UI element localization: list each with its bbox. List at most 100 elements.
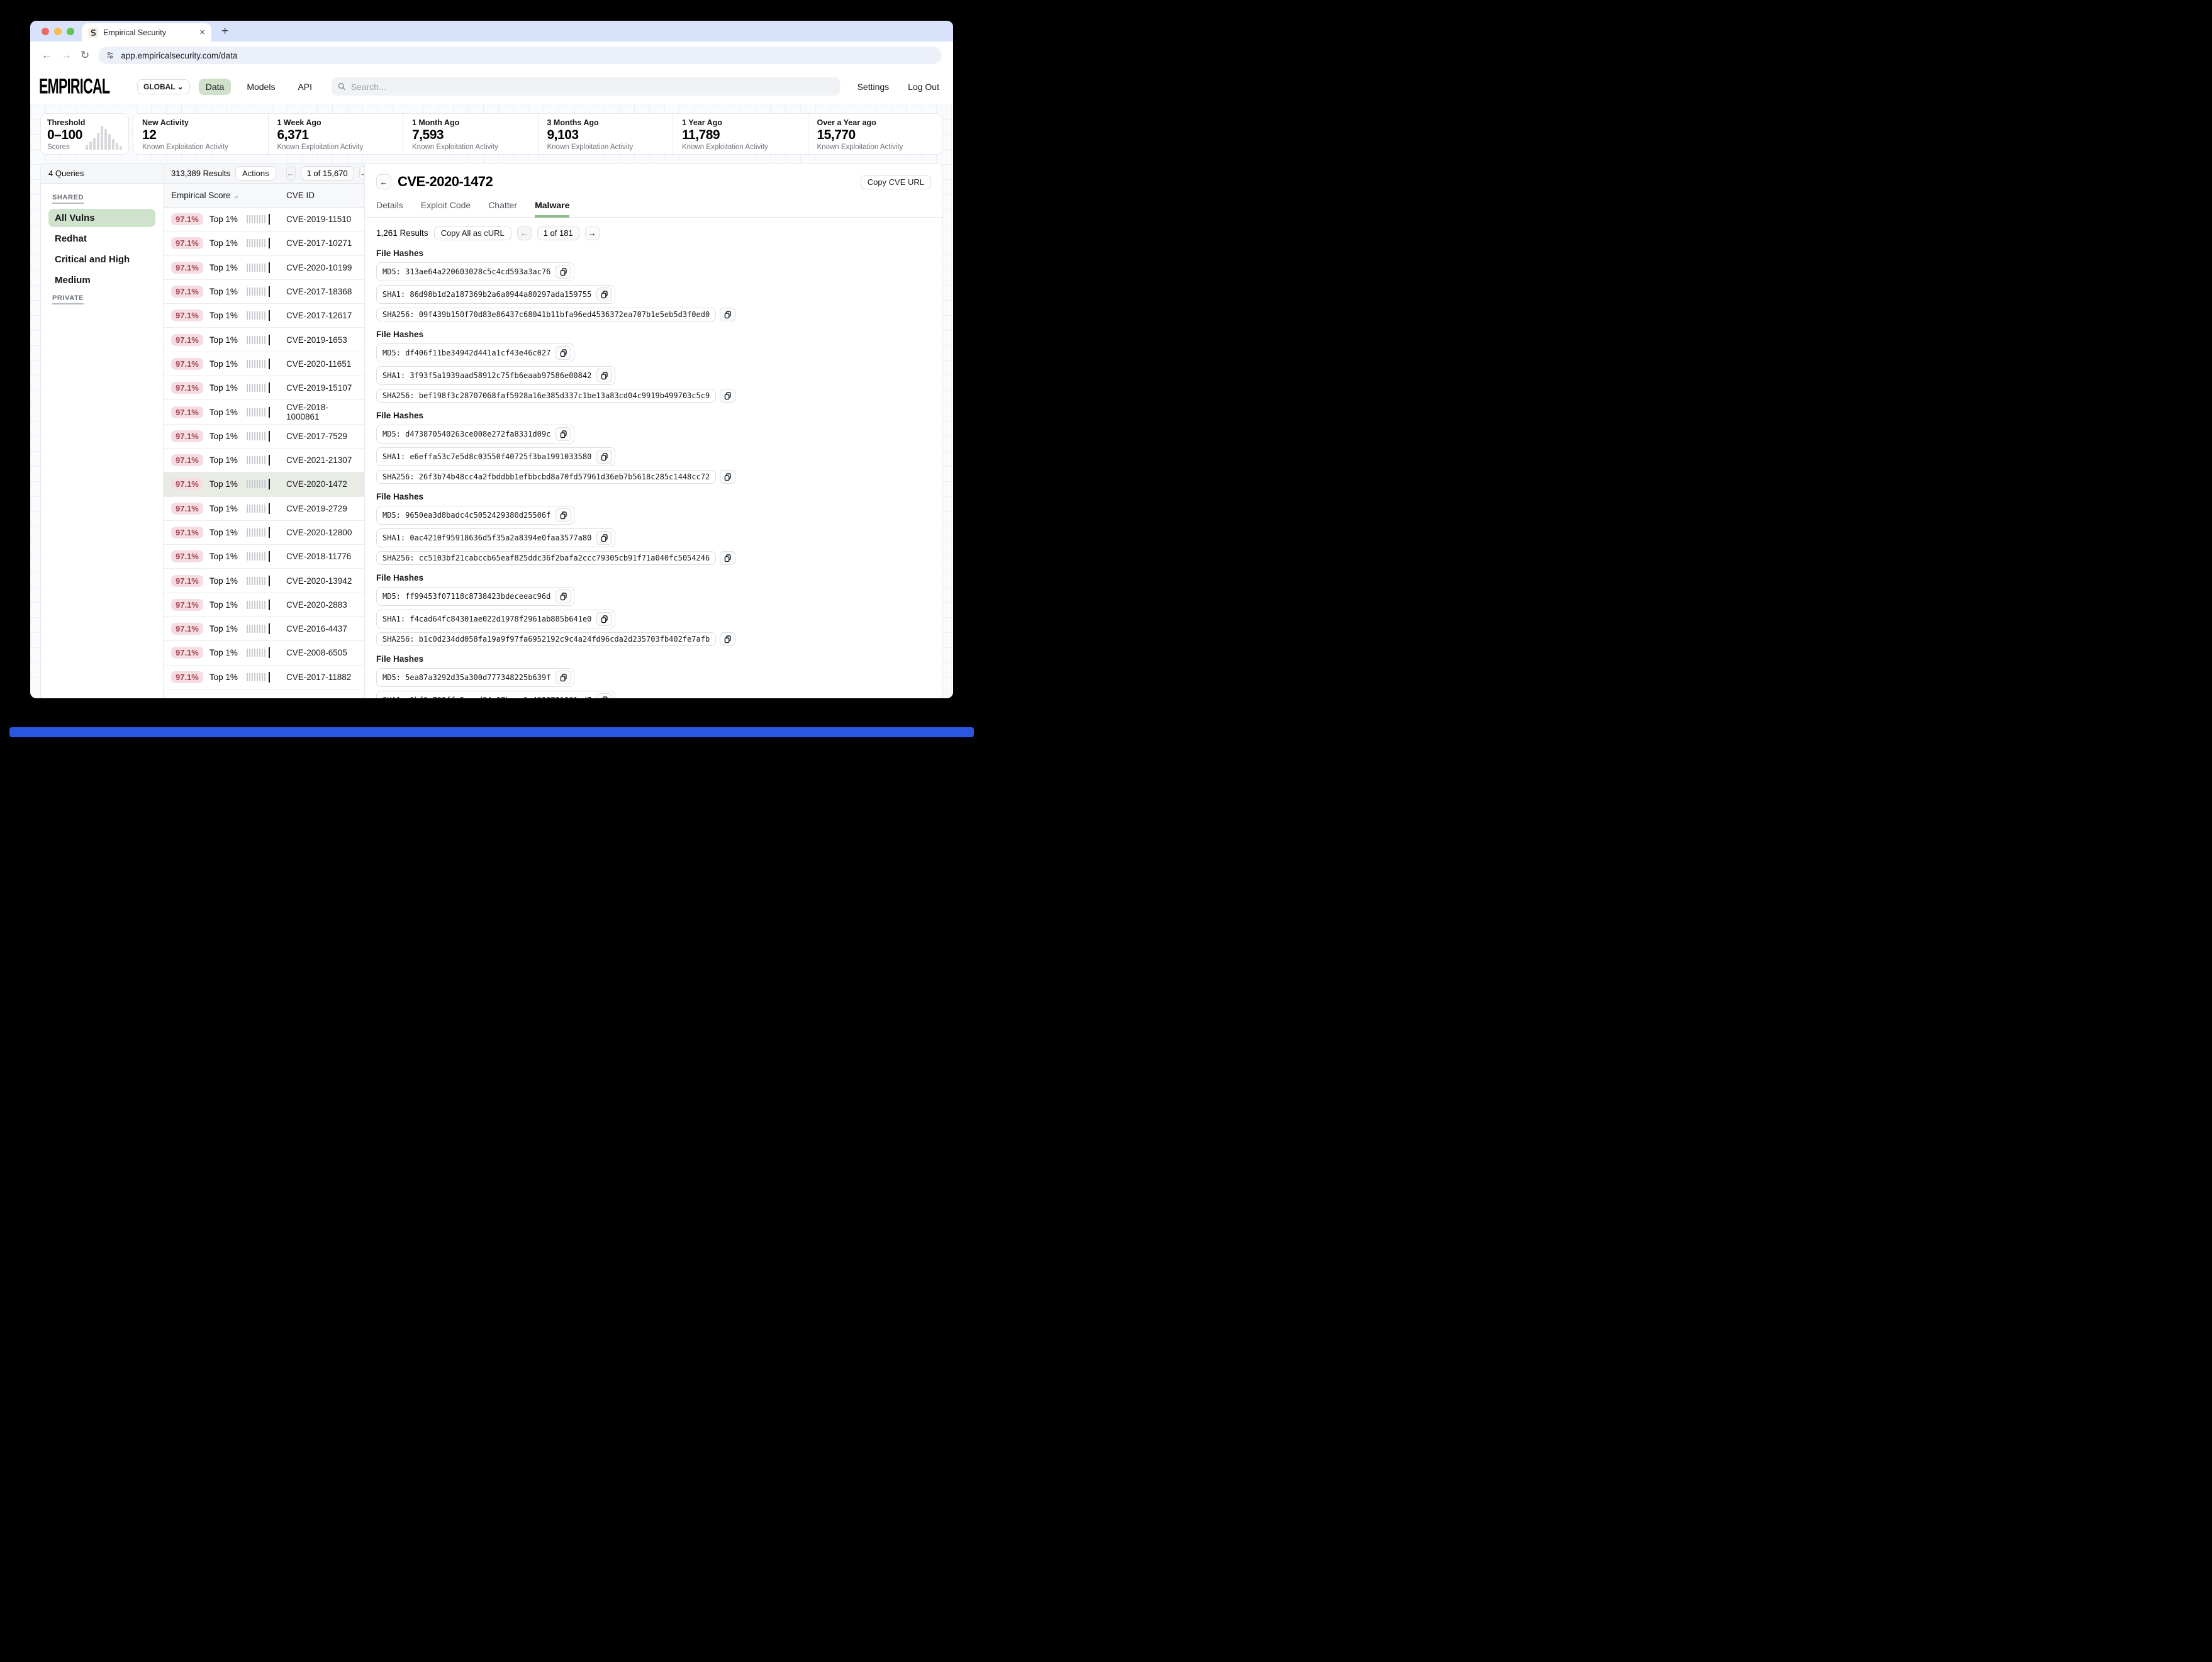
copy-hash-button[interactable] xyxy=(556,508,572,522)
nav-tab-models[interactable]: Models xyxy=(247,81,276,92)
hash-row: SHA256: cc5103bf21cabccb65eaf825ddc36f2b… xyxy=(376,551,931,565)
score-badge: 97.1% xyxy=(171,527,203,538)
copy-cve-url-button[interactable]: Copy CVE URL xyxy=(860,174,931,189)
copy-hash-button[interactable] xyxy=(720,308,736,321)
back-icon[interactable]: ← xyxy=(42,49,52,61)
table-row[interactable]: 97.1% Top 1% CVE-2020-13942 xyxy=(164,569,364,593)
stats-row: Threshold 0–100 Scores New Activity 12 K… xyxy=(40,113,943,155)
malware-prev-page-button[interactable]: ← xyxy=(517,226,532,240)
copy-hash-button[interactable] xyxy=(720,470,736,484)
private-section-label: PRIVATE xyxy=(52,294,84,304)
settings-link[interactable]: Settings xyxy=(857,81,890,92)
copy-hash-button[interactable] xyxy=(556,671,572,684)
back-button[interactable]: ← xyxy=(376,174,391,189)
actions-button[interactable]: Actions xyxy=(235,166,276,181)
table-row[interactable]: 97.1% Top 1% CVE-2019-15107 xyxy=(164,376,364,401)
copy-hash-button[interactable] xyxy=(596,450,613,464)
logout-link[interactable]: Log Out xyxy=(908,81,939,92)
app-header: EMPIRICAL GLOBAL⌄ Data Models API Settin… xyxy=(30,69,953,104)
copy-hash-button[interactable] xyxy=(720,632,736,646)
copy-hash-button[interactable] xyxy=(720,389,736,403)
malware-page-indicator[interactable]: 1 of 181 xyxy=(537,226,579,240)
copy-hash-button[interactable] xyxy=(596,693,613,698)
new-tab-button[interactable]: + xyxy=(221,25,229,38)
stat-value: 9,103 xyxy=(547,128,579,142)
sidebar-item-redhat[interactable]: Redhat xyxy=(55,233,87,244)
tab-chatter[interactable]: Chatter xyxy=(488,200,518,210)
sort-chevron-icon[interactable]: ⌄ xyxy=(233,191,240,200)
queries-header: 4 Queries xyxy=(41,164,163,184)
tab-close-icon[interactable]: × xyxy=(199,27,205,38)
hash-text: SHA1: 9bf0c792ffc5eaad34e07beca1e4928781… xyxy=(383,696,591,698)
site-settings-icon[interactable] xyxy=(106,51,115,60)
empirical-logo: EMPIRICAL xyxy=(39,74,110,98)
score-sparkline-icon xyxy=(246,334,270,345)
top-percent-label: Top 1% xyxy=(209,503,238,513)
table-row[interactable]: 97.1% Top 1% CVE-2017-12617 xyxy=(164,304,364,328)
traffic-light-minimize-icon[interactable] xyxy=(54,28,62,35)
forward-icon[interactable]: → xyxy=(61,49,72,61)
table-row[interactable]: 97.1% Top 1% CVE-2017-7529 xyxy=(164,424,364,449)
copy-hash-button[interactable] xyxy=(596,369,613,382)
sidebar-item-all-vulns[interactable]: All Vulns xyxy=(48,209,155,227)
cve-id: CVE-2017-12617 xyxy=(286,311,352,321)
page-indicator[interactable]: 1 of 15,670 xyxy=(300,166,354,181)
table-row[interactable]: 97.1% Top 1% CVE-2017-11882 xyxy=(164,665,364,689)
traffic-light-zoom-icon[interactable] xyxy=(67,28,74,35)
score-badge: 97.1% xyxy=(171,502,203,515)
column-cve-id[interactable]: CVE ID xyxy=(286,191,315,200)
table-row[interactable]: 97.1% Top 1% CVE-2019-11510 xyxy=(164,208,364,232)
copy-hash-button[interactable] xyxy=(596,287,613,301)
table-row[interactable]: 97.1% Top 1% CVE-2019-1653 xyxy=(164,328,364,352)
address-bar[interactable]: app.empiricalsecurity.com/data xyxy=(98,47,942,64)
table-row[interactable]: 97.1% Top 1% CVE-2020-12800 xyxy=(164,520,364,545)
search-field[interactable] xyxy=(350,81,834,92)
top-percent-label: Top 1% xyxy=(209,600,238,610)
file-hashes-group: File Hashes MD5: ff99453f07118c8738423bd… xyxy=(376,573,931,646)
table-row[interactable]: 97.1% Top 1% CVE-2020-2883 xyxy=(164,593,364,618)
tab-exploit-code[interactable]: Exploit Code xyxy=(420,200,471,210)
nav-tab-api[interactable]: API xyxy=(298,81,313,92)
sidebar-item-medium[interactable]: Medium xyxy=(55,275,91,286)
column-empirical-score[interactable]: Empirical Score xyxy=(171,191,231,200)
table-row[interactable]: 97.1% Top 1% CVE-2016-4437 xyxy=(164,617,364,642)
copy-all-curl-button[interactable]: Copy All as cURL xyxy=(433,226,511,240)
hash-text: SHA1: 3f93f5a1939aad58912c75fb6eaab97586… xyxy=(383,371,592,380)
table-row[interactable]: 97.1% Top 1% CVE-2018-1000861 xyxy=(164,400,364,425)
browser-tab[interactable]: Empirical Security × xyxy=(82,23,211,42)
reload-icon[interactable]: ↻ xyxy=(81,49,90,61)
table-row[interactable]: 97.1% Top 1% CVE-2020-10199 xyxy=(164,255,364,280)
prev-page-button[interactable]: ← xyxy=(286,166,296,181)
table-row[interactable]: 97.1% Top 1% CVE-2018-11776 xyxy=(164,545,364,569)
page-content: Threshold 0–100 Scores New Activity 12 K… xyxy=(30,104,953,698)
table-row[interactable]: 97.1% Top 1% CVE-2019-2729 xyxy=(164,496,364,521)
table-row[interactable]: 97.1% Top 1% CVE-2020-11651 xyxy=(164,352,364,377)
copy-hash-button[interactable] xyxy=(720,551,736,565)
nav-tab-data[interactable]: Data xyxy=(198,78,232,95)
copy-hash-button[interactable] xyxy=(556,427,572,441)
region-selector-button[interactable]: GLOBAL ⌄ xyxy=(137,79,190,94)
tab-details[interactable]: Details xyxy=(376,200,403,210)
table-row[interactable]: 97.1% Top 1% CVE-2008-6505 xyxy=(164,641,364,666)
table-row[interactable]: 97.1% Top 1% CVE-2020-1472 xyxy=(164,472,364,497)
tab-malware[interactable]: Malware xyxy=(535,200,570,218)
table-row[interactable]: 97.1% Top 1% CVE-2017-10271 xyxy=(164,231,364,256)
malware-next-page-button[interactable]: → xyxy=(584,226,600,240)
traffic-light-close-icon[interactable] xyxy=(42,28,49,35)
copy-hash-button[interactable] xyxy=(596,612,613,626)
copy-hash-button[interactable] xyxy=(556,589,572,603)
table-row[interactable]: 97.1% Top 1% CVE-2017-18368 xyxy=(164,279,364,304)
stat-label: 3 Months Ago xyxy=(547,118,599,127)
next-page-button[interactable]: → xyxy=(359,166,364,181)
hash-text: SHA256: 09f439b150f70d83e86437c68041b11b… xyxy=(383,310,710,319)
score-sparkline-icon xyxy=(246,503,270,514)
sidebar-item-critical-and-high[interactable]: Critical and High xyxy=(55,254,130,265)
hash-value-pill: MD5: 9650ea3d8badc4c5052429380d25506f xyxy=(376,506,575,525)
table-row[interactable]: 97.1% Top 1% CVE-2021-21307 xyxy=(164,448,364,473)
search-input[interactable] xyxy=(332,77,840,96)
stat-value: 11,789 xyxy=(682,128,720,142)
copy-hash-button[interactable] xyxy=(556,346,572,360)
copy-hash-button[interactable] xyxy=(596,531,613,545)
hash-text: SHA256: bef198f3c28707068faf5928a16e385d… xyxy=(383,391,710,400)
copy-hash-button[interactable] xyxy=(556,265,572,279)
